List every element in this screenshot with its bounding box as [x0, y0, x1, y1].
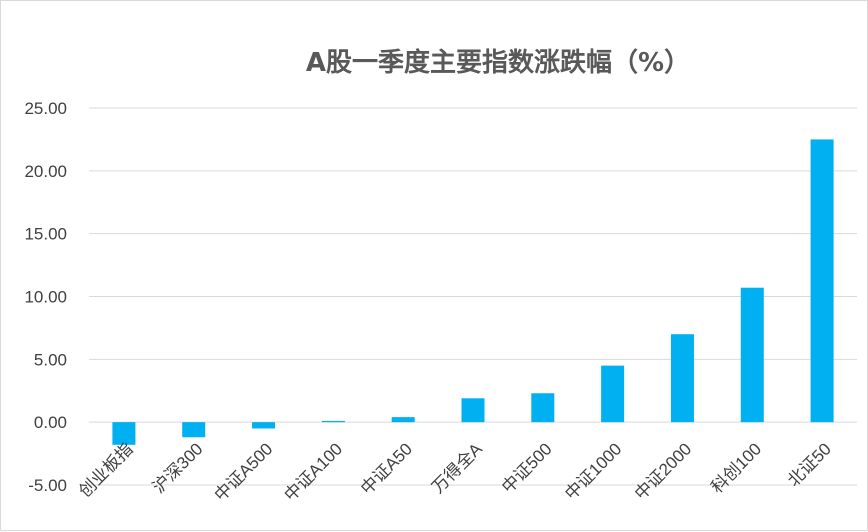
bar-0: [112, 422, 136, 445]
bar-2: [252, 422, 276, 429]
bar-3: [321, 420, 345, 423]
x-tick-label: 中证A100: [281, 439, 347, 505]
chart-title: A股一季度主要指数涨跌幅（%）: [306, 47, 690, 78]
x-tick-label: 中证1000: [561, 439, 625, 503]
bar-5: [461, 398, 485, 423]
y-tick-label: 10.00: [24, 288, 67, 307]
x-tick-label: 北证50: [784, 439, 835, 490]
bar-4: [391, 417, 415, 423]
x-tick-label: 创业板指: [75, 439, 137, 501]
x-axis-tick-labels: 创业板指 沪深300 中证A500 中证A100 中证A50 万得全A 中证500 中证100…: [75, 439, 835, 505]
x-tick-label: 中证2000: [631, 439, 695, 503]
y-tick-label: 25.00: [24, 99, 67, 118]
bar-6: [531, 393, 555, 423]
x-tick-label: 中证500: [498, 439, 556, 497]
y-tick-label: 0.00: [34, 413, 67, 432]
bar-1: [182, 422, 206, 438]
y-tick-label: 20.00: [24, 162, 67, 181]
x-tick-label: 沪深300: [149, 439, 207, 497]
bar-7: [601, 365, 625, 423]
y-tick-label: 5.00: [34, 350, 67, 369]
x-tick-label: 中证A50: [357, 439, 416, 498]
x-tick-label: 科创100: [708, 439, 766, 497]
bar-8: [670, 334, 694, 423]
y-axis-tick-labels: 25.00 20.00 15.00 10.00 5.00 0.00 -5.00: [24, 99, 67, 495]
bar-10: [810, 139, 834, 423]
x-tick-label: 万得全A: [428, 439, 486, 497]
y-tick-label: -5.00: [28, 476, 67, 495]
x-tick-label: 中证A500: [211, 439, 277, 505]
bars: [112, 139, 834, 445]
bar-9: [740, 287, 764, 423]
y-tick-label: 15.00: [24, 225, 67, 244]
